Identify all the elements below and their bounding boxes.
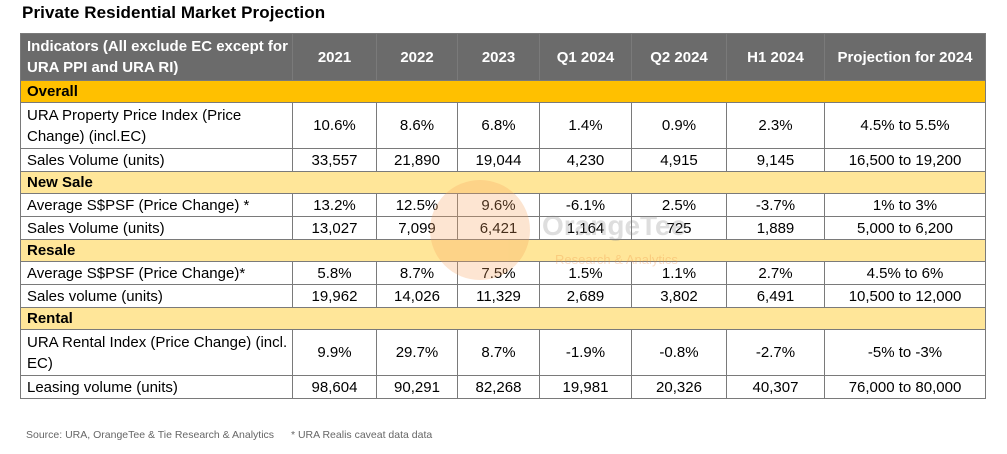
cell-q1-2024: 1.4%	[539, 102, 632, 149]
cell-2022: 29.7%	[376, 329, 458, 376]
cell-2021: 5.8%	[292, 261, 377, 285]
cell-h1-2024: 2.7%	[726, 261, 825, 285]
source-text: Source: URA, OrangeTee & Tie Research & …	[26, 429, 275, 441]
cell-projection: 16,500 to 19,200	[824, 148, 986, 172]
section-overall-label: Overall	[20, 80, 986, 103]
table-row: Average S$PSF (Price Change) * 13.2% 12.…	[20, 193, 986, 217]
cell-projection: 5,000 to 6,200	[824, 216, 986, 240]
cell-h1-2024: -2.7%	[726, 329, 825, 376]
cell-2021: 13.2%	[292, 193, 377, 217]
cell-2023: 6.8%	[457, 102, 540, 149]
table-row: Average S$PSF (Price Change)* 5.8% 8.7% …	[20, 261, 986, 285]
cell-h1-2024: -3.7%	[726, 193, 825, 217]
cell-2022: 14,026	[376, 284, 458, 308]
header-indicators: Indicators (All exclude EC except for UR…	[20, 33, 293, 81]
cell-2021: 98,604	[292, 375, 377, 399]
cell-2021: 10.6%	[292, 102, 377, 149]
cell-h1-2024: 40,307	[726, 375, 825, 399]
cell-q2-2024: -0.8%	[631, 329, 727, 376]
cell-q2-2024: 2.5%	[631, 193, 727, 217]
cell-2023: 19,044	[457, 148, 540, 172]
cell-q1-2024: 4,230	[539, 148, 632, 172]
row-label: Leasing volume (units)	[20, 375, 293, 399]
row-label: Sales Volume (units)	[20, 216, 293, 240]
cell-q2-2024: 4,915	[631, 148, 727, 172]
cell-2023: 82,268	[457, 375, 540, 399]
cell-2022: 8.7%	[376, 261, 458, 285]
header-row: Indicators (All exclude EC except for UR…	[20, 33, 986, 81]
section-overall: Overall	[20, 80, 986, 103]
header-2021: 2021	[292, 33, 377, 81]
cell-projection: -5% to -3%	[824, 329, 986, 376]
cell-q1-2024: 1.5%	[539, 261, 632, 285]
cell-h1-2024: 6,491	[726, 284, 825, 308]
row-label: Average S$PSF (Price Change) *	[20, 193, 293, 217]
source-footer: Source: URA, OrangeTee & Tie Research & …	[26, 429, 432, 441]
header-q1-2024: Q1 2024	[539, 33, 632, 81]
cell-2021: 13,027	[292, 216, 377, 240]
cell-projection: 4.5% to 5.5%	[824, 102, 986, 149]
cell-q1-2024: -1.9%	[539, 329, 632, 376]
row-label: Sales Volume (units)	[20, 148, 293, 172]
cell-2021: 33,557	[292, 148, 377, 172]
cell-2022: 7,099	[376, 216, 458, 240]
table-row: Sales Volume (units) 33,557 21,890 19,04…	[20, 148, 986, 172]
cell-q1-2024: 1,164	[539, 216, 632, 240]
table-row: Sales Volume (units) 13,027 7,099 6,421 …	[20, 216, 986, 240]
cell-2023: 11,329	[457, 284, 540, 308]
cell-q2-2024: 20,326	[631, 375, 727, 399]
cell-q2-2024: 1.1%	[631, 261, 727, 285]
row-label: URA Rental Index (Price Change) (incl. E…	[20, 329, 293, 376]
cell-q2-2024: 725	[631, 216, 727, 240]
cell-q1-2024: 19,981	[539, 375, 632, 399]
cell-2022: 8.6%	[376, 102, 458, 149]
header-2022: 2022	[376, 33, 458, 81]
section-resale: Resale	[20, 239, 986, 262]
cell-h1-2024: 2.3%	[726, 102, 825, 149]
section-new-sale: New Sale	[20, 171, 986, 194]
projection-table: Indicators (All exclude EC except for UR…	[20, 33, 986, 399]
page-title: Private Residential Market Projection	[22, 3, 326, 22]
cell-projection: 76,000 to 80,000	[824, 375, 986, 399]
cell-h1-2024: 9,145	[726, 148, 825, 172]
cell-2021: 19,962	[292, 284, 377, 308]
section-rental: Rental	[20, 307, 986, 330]
table-row: Leasing volume (units) 98,604 90,291 82,…	[20, 375, 986, 399]
cell-2021: 9.9%	[292, 329, 377, 376]
header-h1-2024: H1 2024	[726, 33, 825, 81]
section-resale-label: Resale	[20, 239, 986, 262]
cell-q1-2024: -6.1%	[539, 193, 632, 217]
header-2023: 2023	[457, 33, 540, 81]
cell-projection: 1% to 3%	[824, 193, 986, 217]
table-row: URA Rental Index (Price Change) (incl. E…	[20, 329, 986, 376]
row-label: Sales volume (units)	[20, 284, 293, 308]
cell-q2-2024: 3,802	[631, 284, 727, 308]
header-q2-2024: Q2 2024	[631, 33, 727, 81]
cell-2023: 7.5%	[457, 261, 540, 285]
cell-2022: 90,291	[376, 375, 458, 399]
cell-h1-2024: 1,889	[726, 216, 825, 240]
table-row: URA Property Price Index (Price Change) …	[20, 102, 986, 149]
cell-2023: 9.6%	[457, 193, 540, 217]
cell-projection: 4.5% to 6%	[824, 261, 986, 285]
cell-2023: 8.7%	[457, 329, 540, 376]
row-label: Average S$PSF (Price Change)*	[20, 261, 293, 285]
cell-2023: 6,421	[457, 216, 540, 240]
row-label: URA Property Price Index (Price Change) …	[20, 102, 293, 149]
section-rental-label: Rental	[20, 307, 986, 330]
table-row: Sales volume (units) 19,962 14,026 11,32…	[20, 284, 986, 308]
footnote-text: * URA Realis caveat data data	[290, 429, 433, 441]
cell-q1-2024: 2,689	[539, 284, 632, 308]
cell-q2-2024: 0.9%	[631, 102, 727, 149]
cell-2022: 21,890	[376, 148, 458, 172]
cell-projection: 10,500 to 12,000	[824, 284, 986, 308]
section-new-sale-label: New Sale	[20, 171, 986, 194]
header-projection-2024: Projection for 2024	[824, 33, 986, 81]
cell-2022: 12.5%	[376, 193, 458, 217]
